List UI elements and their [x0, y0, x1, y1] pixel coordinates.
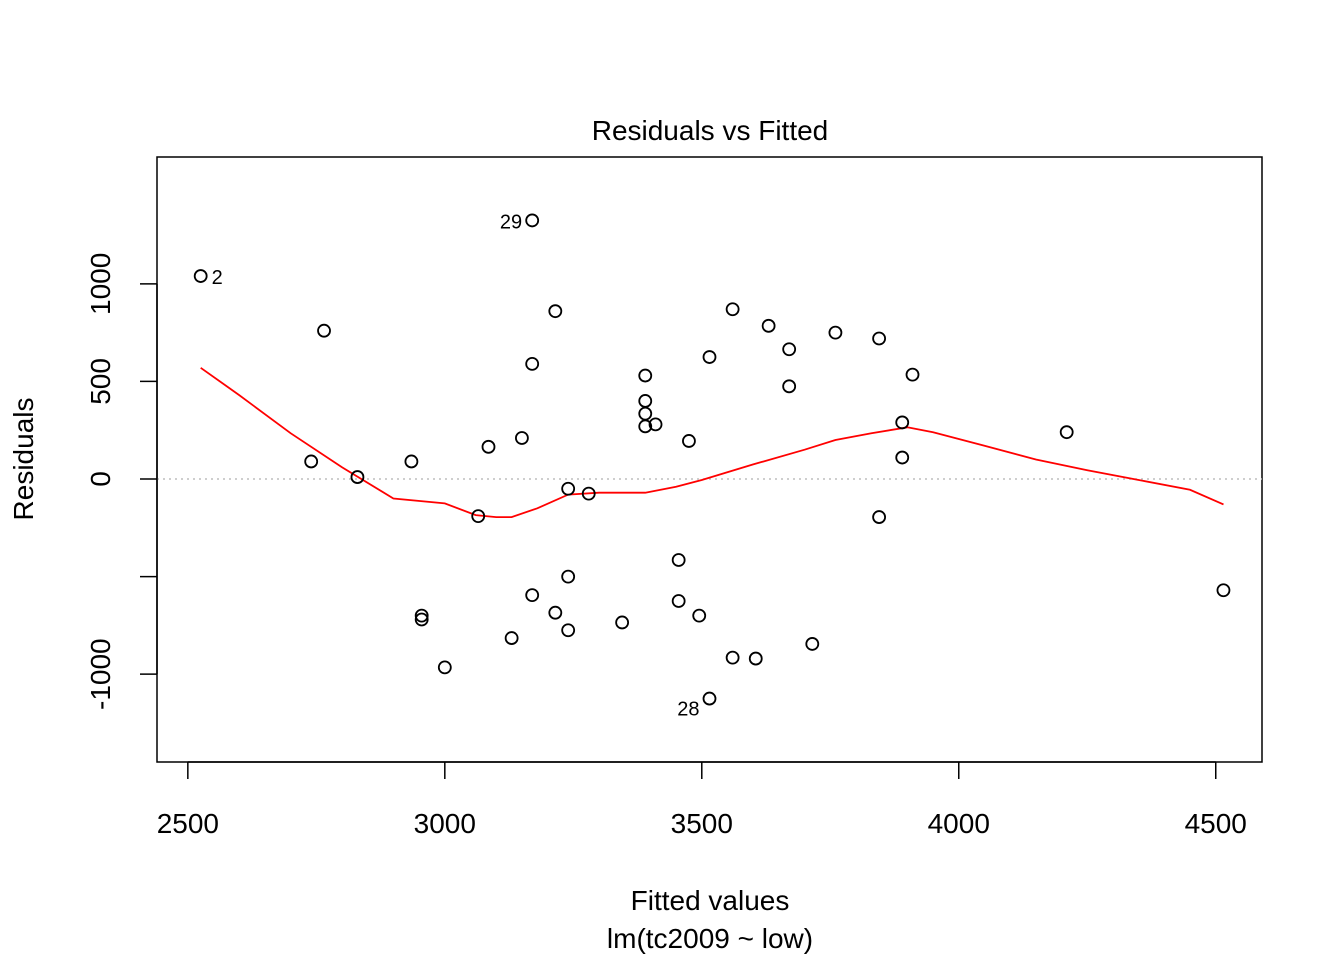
data-point: [414, 612, 429, 627]
data-point: [638, 419, 653, 434]
data-point: [525, 356, 540, 371]
data-point: [648, 417, 663, 432]
chart-title: Residuals vs Fitted: [592, 115, 829, 146]
data-point: [872, 510, 887, 524]
data-point: [682, 434, 696, 448]
data-point: [471, 509, 486, 523]
model-formula-label: lm(tc2009 ~ low): [607, 923, 813, 954]
data-point: [761, 318, 776, 333]
x-tick-label: 4500: [1185, 808, 1247, 839]
y-tick-label: 500: [85, 358, 116, 405]
x-tick-label: 3000: [414, 808, 476, 839]
data-point: [638, 368, 653, 383]
point-label: 28: [677, 699, 699, 721]
data-point: [671, 594, 686, 608]
x-axis: 2500 3000 3500 4000 4500: [157, 761, 1247, 839]
data-point: [404, 454, 419, 469]
x-tick-label: 2500: [157, 808, 219, 839]
data-point: [671, 553, 686, 567]
y-tick-label: -1000: [85, 638, 116, 710]
data-point: [304, 454, 319, 469]
points-layer: 2 29 28: [193, 211, 1231, 721]
data-point: [437, 660, 452, 675]
data-point: [828, 325, 843, 340]
data-point: [615, 615, 630, 630]
point-label: 2: [212, 267, 223, 289]
data-point: [725, 650, 740, 665]
x-axis-label: Fitted values: [631, 885, 790, 916]
data-point: [805, 637, 820, 651]
data-point: [782, 379, 797, 394]
data-point: [561, 569, 576, 584]
data-point: [561, 623, 576, 638]
data-point: [748, 651, 763, 666]
data-point: [525, 213, 540, 228]
data-point: [350, 470, 365, 484]
data-point: [525, 588, 540, 603]
y-tick-label: 1000: [85, 253, 116, 315]
data-point: [1059, 425, 1074, 440]
data-point: [692, 608, 707, 623]
data-point: [702, 691, 717, 706]
data-point: [481, 439, 496, 454]
data-point: [581, 486, 596, 501]
x-tick-label: 3500: [671, 808, 733, 839]
data-point: [905, 367, 920, 382]
data-point: [872, 331, 887, 346]
data-point: [193, 269, 208, 283]
data-point: [1216, 583, 1231, 598]
smooth-line-layer: [200, 367, 1224, 518]
data-point: [782, 342, 797, 357]
y-axis: -1000 0 500 1000: [85, 253, 158, 710]
data-point: [702, 350, 717, 364]
data-point: [895, 415, 910, 430]
data-point: [515, 431, 529, 445]
point-label: 29: [500, 211, 522, 233]
data-point: [548, 304, 563, 319]
data-point: [895, 450, 910, 465]
y-tick-label: 0: [85, 471, 116, 487]
y-axis-label: Residuals: [8, 398, 39, 521]
data-point: [561, 481, 576, 496]
data-point: [414, 608, 429, 623]
data-point: [725, 302, 740, 317]
data-point: [317, 323, 331, 338]
x-tick-label: 4000: [928, 808, 990, 839]
smooth-line: [200, 367, 1224, 518]
data-point: [548, 605, 563, 620]
data-point: [504, 631, 519, 645]
